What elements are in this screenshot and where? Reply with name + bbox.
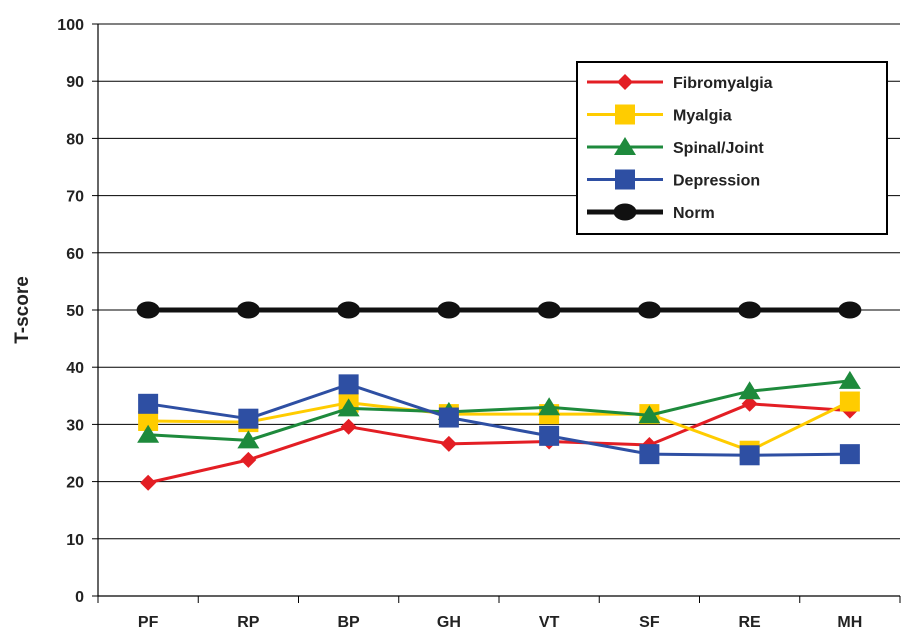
x-tick-label-re: RE — [739, 614, 762, 631]
series-depression — [138, 374, 860, 466]
legend-swatch-marker-spinal-joint — [614, 137, 636, 155]
point-spinal-joint-bp — [337, 398, 360, 417]
legend-swatch-marker-norm — [613, 203, 637, 221]
point-fibromyalgia-pf — [140, 474, 157, 491]
y-tick-label-20: 20 — [66, 475, 84, 492]
point-spinal-joint-vt — [538, 397, 561, 416]
series-line-myalgia — [148, 400, 851, 453]
y-tick-label-60: 60 — [66, 246, 84, 263]
legend-swatch-marker-myalgia — [615, 104, 635, 125]
legend-swatch-marker-fibromyalgia — [617, 74, 633, 90]
legend-label-myalgia: Myalgia — [673, 108, 732, 125]
point-depression-gh — [438, 407, 459, 428]
point-fibromyalgia-gh — [440, 435, 457, 452]
x-tick-label-vt: VT — [539, 614, 560, 631]
y-tick-label-100: 100 — [57, 17, 84, 34]
legend-label-fibromyalgia: Fibromyalgia — [673, 75, 773, 92]
legend-entry-spinal-joint: Spinal/Joint — [587, 137, 764, 157]
point-spinal-joint-mh — [838, 370, 861, 389]
point-fibromyalgia-rp — [240, 451, 257, 468]
point-depression-sf — [639, 444, 660, 465]
y-tick-label-90: 90 — [66, 74, 84, 91]
point-norm-bp — [337, 301, 361, 319]
y-tick-label-30: 30 — [66, 417, 84, 434]
point-myalgia-mh — [839, 391, 860, 412]
point-fibromyalgia-bp — [340, 418, 357, 435]
series-line-depression — [147, 382, 850, 457]
point-norm-vt — [537, 301, 561, 319]
point-norm-gh — [437, 301, 461, 319]
y-tick-label-70: 70 — [66, 189, 84, 206]
legend-entry-myalgia: Myalgia — [587, 104, 732, 125]
point-depression-re — [739, 445, 760, 466]
point-norm-rp — [236, 301, 260, 319]
point-fibromyalgia-re — [741, 395, 758, 412]
point-norm-pf — [136, 301, 160, 319]
legend: Fibromyalgia Myalgia Spinal/Joint Depressio… — [576, 61, 888, 235]
point-depression-rp — [238, 408, 259, 429]
point-spinal-joint-pf — [137, 424, 160, 443]
y-tick-label-80: 80 — [66, 131, 84, 148]
y-tick-label-0: 0 — [75, 589, 84, 606]
legend-entry-fibromyalgia: Fibromyalgia — [587, 74, 773, 92]
x-tick-label-rp: RP — [237, 614, 260, 631]
series-norm — [136, 301, 862, 319]
y-axis-title: T-score — [12, 276, 33, 344]
series-line-fibromyalgia — [147, 402, 850, 485]
legend-entry-norm: Norm — [587, 203, 715, 222]
point-norm-mh — [838, 301, 862, 319]
point-depression-bp — [338, 374, 359, 395]
series-line-spinal-joint — [148, 379, 851, 442]
y-tick-label-10: 10 — [66, 532, 84, 549]
point-spinal-joint-re — [738, 381, 761, 400]
point-depression-mh — [839, 444, 860, 465]
point-depression-pf — [138, 393, 159, 414]
y-tick-label-40: 40 — [66, 360, 84, 377]
x-tick-label-pf: PF — [138, 614, 159, 631]
series — [136, 301, 862, 491]
legend-entry-depression: Depression — [587, 169, 760, 190]
x-tick-label-gh: GH — [437, 614, 461, 631]
axes — [92, 23, 901, 603]
legend-label-norm: Norm — [673, 205, 715, 222]
x-tick-label-mh: MH — [837, 614, 862, 631]
point-norm-re — [738, 301, 762, 319]
tick-labels: 0 10 20 30 40 50 60 70 80 90 100 PF RP BP GH VT SF RE MH — [57, 17, 862, 631]
x-tick-label-bp: BP — [338, 614, 361, 631]
point-myalgia-pf — [138, 410, 159, 431]
legend-swatch-marker-depression — [615, 169, 635, 190]
legend-label-spinal-joint: Spinal/Joint — [673, 140, 764, 157]
point-spinal-joint-sf — [638, 405, 661, 424]
point-spinal-joint-rp — [237, 430, 260, 449]
point-depression-vt — [539, 425, 560, 446]
x-tick-label-sf: SF — [639, 614, 660, 631]
legend-label-depression: Depression — [673, 173, 760, 190]
point-norm-sf — [637, 301, 661, 319]
y-tick-label-50: 50 — [66, 303, 84, 320]
